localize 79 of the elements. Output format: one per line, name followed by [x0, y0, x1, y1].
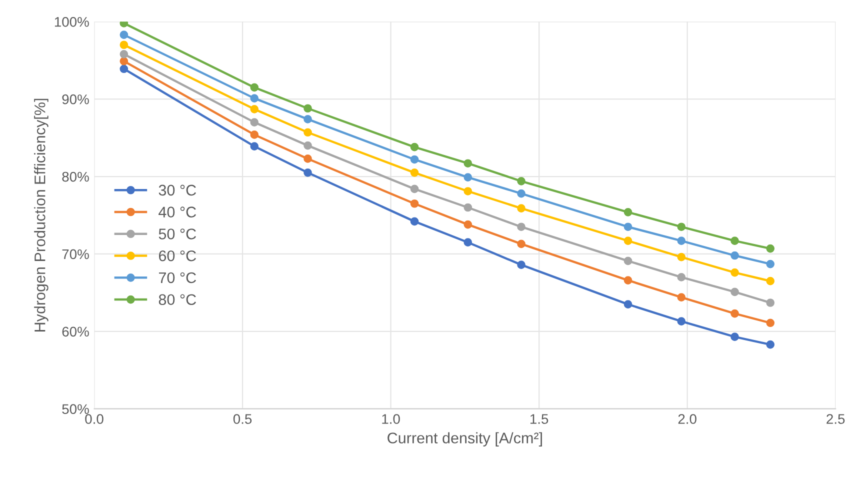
- point: [120, 64, 128, 74]
- point: [624, 222, 632, 232]
- y-tick-label: 90%: [62, 94, 89, 104]
- point: [517, 260, 526, 269]
- point: [766, 260, 775, 268]
- legend-label: 70 °C: [158, 272, 196, 284]
- point: [304, 168, 312, 177]
- legend-label: 40 °C: [158, 206, 196, 218]
- point: [677, 222, 686, 232]
- y-tick-label: 50%: [62, 404, 89, 414]
- point: [677, 252, 686, 262]
- point: [730, 332, 739, 341]
- y-axis-title: Hydrogen Production Efficiency[%]: [34, 98, 48, 332]
- point: [250, 118, 259, 126]
- point: [624, 300, 632, 308]
- point: [464, 187, 472, 196]
- point: [517, 177, 526, 186]
- y-tick-label: 60%: [62, 326, 89, 337]
- point: [730, 268, 739, 277]
- legend-label: 30 °C: [158, 184, 196, 196]
- point: [410, 168, 419, 177]
- point: [730, 309, 739, 318]
- point: [464, 159, 472, 168]
- point: [766, 244, 775, 253]
- point: [304, 154, 312, 163]
- point: [730, 251, 739, 260]
- point: [624, 236, 632, 245]
- legend-label: 80 °C: [158, 294, 196, 306]
- x-tick-label: 0.5: [233, 414, 252, 424]
- point: [766, 298, 775, 307]
- point: [517, 222, 526, 232]
- point: [677, 236, 686, 245]
- point: [624, 256, 632, 266]
- point: [120, 30, 128, 39]
- point: [464, 220, 472, 229]
- x-tick-label: 1.0: [382, 414, 400, 424]
- point: [464, 173, 472, 182]
- point: [624, 276, 632, 284]
- point: [304, 115, 312, 124]
- point: [624, 208, 632, 216]
- point: [517, 204, 526, 212]
- point: [730, 236, 739, 245]
- point: [677, 293, 686, 302]
- point: [120, 40, 128, 50]
- point: [517, 189, 526, 198]
- point: [730, 288, 739, 296]
- y-tick-label: 80%: [62, 172, 89, 182]
- point: [250, 104, 259, 114]
- point: [410, 217, 419, 226]
- y-tick-label: 70%: [62, 249, 89, 260]
- point: [410, 199, 419, 208]
- point: [120, 56, 128, 66]
- point: [766, 340, 775, 349]
- x-axis-title: Current density [A/cm²]: [388, 432, 542, 446]
- y-tick-label: 100%: [54, 16, 89, 27]
- point: [250, 130, 259, 139]
- point: [464, 238, 472, 247]
- point: [410, 142, 419, 152]
- point: [517, 240, 526, 248]
- point: [120, 50, 128, 58]
- x-tick-label: 2.5: [826, 414, 845, 424]
- x-tick-label: 1.5: [530, 414, 548, 424]
- point: [410, 155, 419, 164]
- point: [410, 184, 419, 194]
- point: [250, 83, 259, 92]
- point: [304, 128, 312, 137]
- point: [766, 276, 775, 286]
- point: [250, 94, 259, 102]
- point: [464, 203, 472, 212]
- point: [677, 273, 686, 282]
- legend-label: 60 °C: [158, 250, 196, 262]
- x-tick-label: 0.0: [85, 414, 104, 424]
- point: [304, 141, 312, 150]
- legend-label: 50 °C: [158, 228, 196, 240]
- point: [766, 318, 775, 328]
- point: [677, 317, 686, 326]
- point: [304, 104, 312, 113]
- point: [250, 142, 259, 150]
- x-tick-label: 2.0: [678, 414, 696, 424]
